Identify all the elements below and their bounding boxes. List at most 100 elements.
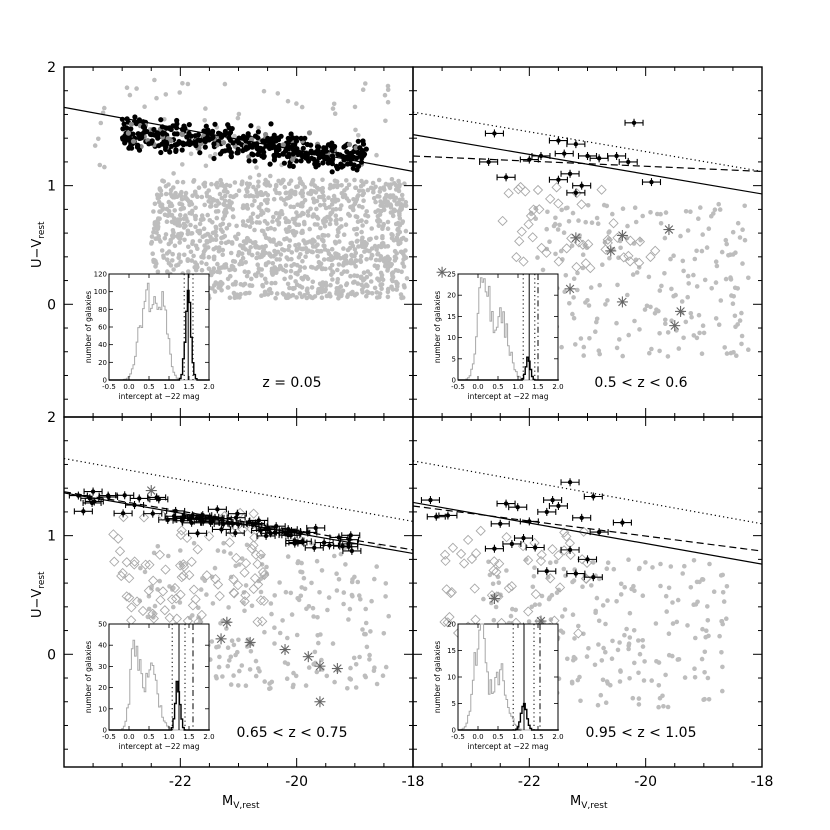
gray-point — [308, 191, 314, 197]
black-point — [217, 151, 224, 157]
gray-point — [640, 213, 645, 219]
gray-point — [287, 193, 293, 198]
gray-point — [716, 322, 722, 328]
gray-point — [244, 542, 250, 548]
black-point — [168, 143, 174, 149]
gray-point — [657, 331, 662, 336]
gray-point — [156, 199, 162, 205]
gray-point — [720, 664, 725, 670]
gray-point — [252, 227, 257, 233]
diamond-point — [559, 527, 570, 538]
gray-point — [617, 679, 623, 684]
black-point — [121, 121, 127, 127]
gray-point — [662, 235, 668, 241]
gray-point — [177, 236, 183, 241]
gray-point — [316, 194, 322, 200]
gray-point — [700, 323, 706, 329]
gray-point — [740, 261, 745, 266]
gray-point — [179, 202, 185, 207]
gray-point — [383, 594, 388, 599]
gray-point — [722, 345, 727, 350]
gray-point — [266, 236, 272, 242]
gray-point — [285, 661, 291, 667]
gray-point — [176, 255, 181, 261]
asterisk-point — [488, 593, 500, 605]
errorbar-point — [490, 519, 510, 528]
errorbar-point — [554, 149, 574, 158]
gray-point — [213, 151, 218, 157]
gray-point — [341, 261, 347, 267]
gray-point — [182, 237, 187, 243]
gray-point — [191, 540, 197, 546]
inset-histogram: -0.5 0.0 0.5 1.0 1.5 2.0020406080100120interc… — [84, 271, 215, 402]
errorbar-point — [129, 494, 149, 503]
gray-point — [288, 590, 294, 596]
black-point — [256, 145, 262, 151]
black-point — [359, 153, 365, 159]
gray-point — [175, 179, 180, 185]
asterisk-point — [331, 663, 343, 675]
diamond-point — [439, 549, 451, 560]
gray-point — [232, 180, 238, 185]
black-point — [255, 151, 261, 157]
gray-point — [685, 273, 691, 279]
gray-point — [730, 301, 736, 307]
diamond-point — [224, 537, 235, 548]
gray-point — [258, 212, 264, 217]
gray-point — [259, 273, 264, 278]
gray-point — [280, 291, 286, 296]
gray-point — [152, 77, 157, 83]
gray-point — [264, 280, 269, 285]
gray-point — [368, 185, 374, 191]
gray-point — [226, 239, 231, 245]
gray-point — [720, 621, 725, 627]
gray-point — [349, 258, 354, 264]
gray-point — [236, 188, 242, 193]
gray-point — [202, 118, 207, 123]
black-point — [130, 131, 136, 137]
gray-point — [531, 574, 537, 579]
gray-point — [341, 232, 347, 237]
black-point — [246, 158, 252, 164]
gray-point — [219, 288, 224, 293]
gray-point — [235, 649, 240, 655]
diamond-point — [650, 245, 661, 256]
gray-point — [234, 292, 240, 298]
black-point — [248, 123, 254, 129]
black-point — [229, 126, 235, 132]
gray-point — [700, 626, 705, 632]
gray-point — [641, 678, 647, 683]
gray-point — [254, 190, 260, 195]
gray-point — [618, 245, 623, 251]
gray-point — [705, 604, 710, 609]
gray-point — [683, 319, 689, 325]
gray-point — [702, 649, 708, 655]
gray-point — [284, 196, 290, 201]
gray-point — [270, 219, 275, 224]
gray-point — [296, 242, 302, 247]
redshift-label: 0.95 < z < 1.05 — [586, 725, 697, 741]
gray-point — [330, 106, 336, 111]
gray-point — [359, 274, 364, 280]
gray-point — [199, 194, 205, 200]
gray-point — [273, 280, 278, 286]
x-axis-label-left: MV,rest — [222, 794, 260, 811]
gray-point — [249, 220, 255, 225]
gray-point — [314, 558, 320, 564]
gray-point — [375, 213, 381, 219]
gray-point — [213, 245, 219, 250]
black-point — [353, 145, 359, 151]
gray-point — [333, 241, 339, 246]
gray-point — [230, 214, 236, 219]
gray-point — [212, 565, 218, 571]
gray-point — [293, 279, 298, 284]
inset-x-tick-label: 2.0 — [552, 383, 563, 391]
gray-point — [249, 276, 254, 282]
gray-point — [702, 277, 708, 283]
gray-point — [570, 311, 575, 317]
black-point — [329, 169, 335, 175]
gray-point — [668, 564, 674, 569]
gray-point — [626, 557, 631, 562]
gray-point — [318, 225, 323, 231]
gray-point — [544, 226, 549, 232]
